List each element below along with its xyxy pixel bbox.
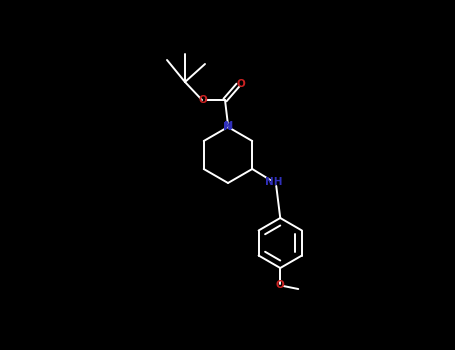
Text: O: O (199, 95, 207, 105)
Text: NH: NH (266, 177, 283, 187)
Text: N: N (223, 122, 233, 132)
Text: N: N (224, 121, 233, 131)
Text: O: O (237, 79, 245, 89)
Text: O: O (276, 280, 285, 290)
